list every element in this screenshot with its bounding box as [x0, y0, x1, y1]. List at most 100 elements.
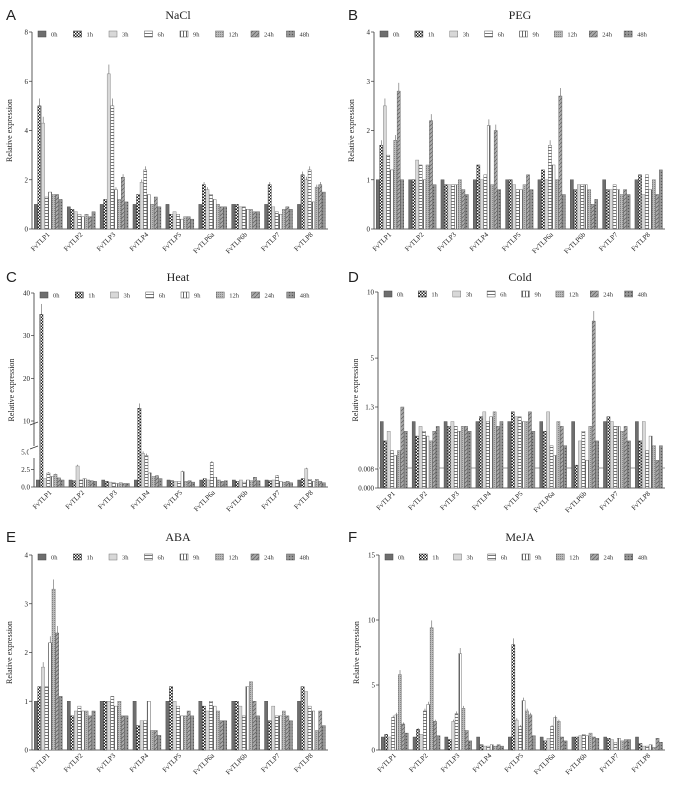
bar	[53, 474, 58, 488]
bar	[447, 426, 451, 489]
bar	[223, 206, 227, 230]
bar	[638, 440, 643, 489]
bar	[234, 204, 239, 230]
bar	[465, 194, 469, 230]
legend-swatch	[37, 553, 47, 561]
bar	[304, 691, 308, 751]
bar	[560, 426, 564, 489]
legend-swatch	[521, 553, 531, 561]
bar	[110, 105, 115, 230]
legend-swatch	[486, 290, 496, 298]
bar	[190, 218, 195, 230]
bar	[88, 715, 92, 751]
bar	[543, 740, 547, 751]
bar	[524, 421, 529, 489]
bar	[136, 194, 140, 230]
legend-label: 0h	[53, 293, 60, 300]
bar	[645, 174, 649, 230]
bar	[103, 701, 108, 751]
y-tick-label: 3	[367, 78, 371, 86]
bar	[556, 421, 561, 489]
legend-label: 3h	[463, 32, 470, 39]
bar	[282, 710, 286, 751]
y-tick-label: 3	[25, 600, 29, 608]
bar	[289, 209, 293, 230]
legend-label: 6h	[500, 292, 507, 299]
bar	[655, 194, 660, 230]
bar	[400, 406, 405, 489]
legend-swatch	[286, 291, 295, 299]
legend-label: 3h	[124, 293, 131, 300]
bar	[209, 462, 214, 488]
bar	[82, 478, 87, 488]
legend-label: 12h	[229, 555, 240, 562]
legend-swatch	[452, 290, 461, 298]
y-tick-label: 10	[367, 289, 375, 297]
bar	[169, 686, 173, 751]
x-tick-label: FvTLP3	[97, 488, 120, 511]
bar	[307, 705, 312, 751]
bar	[186, 216, 191, 230]
legend-label: 48h	[300, 32, 311, 39]
legend-label: 12h	[229, 293, 240, 300]
bar	[619, 194, 624, 230]
bar	[89, 480, 94, 488]
bar	[99, 701, 104, 751]
panel-letter: A	[6, 7, 16, 24]
x-tick-label: FvTLP5	[161, 230, 184, 253]
bar	[307, 169, 312, 230]
bar	[172, 211, 177, 230]
legend-label: 9h	[193, 32, 200, 39]
legend-swatch	[384, 553, 394, 561]
bar	[224, 480, 228, 488]
bar	[70, 209, 75, 230]
bar	[489, 416, 493, 489]
bar	[110, 696, 115, 751]
bar	[143, 169, 148, 230]
bar	[191, 481, 195, 488]
bar	[75, 465, 80, 488]
bar	[606, 416, 611, 489]
y-axis-label: Relative expression	[351, 359, 360, 422]
bar	[512, 184, 516, 230]
bar	[34, 701, 38, 751]
x-tick-label: FvTLP4	[128, 751, 151, 774]
bar	[419, 734, 424, 751]
bar	[103, 199, 108, 230]
legend-swatch	[519, 30, 528, 38]
legend-swatch	[487, 553, 496, 561]
panel-letter: D	[348, 269, 359, 286]
x-tick-label: FvTLP2	[62, 751, 85, 774]
bar	[595, 738, 600, 751]
bar	[282, 209, 286, 230]
bar	[37, 105, 42, 230]
bar	[609, 189, 613, 230]
bar	[400, 179, 404, 230]
bar	[515, 189, 520, 230]
legend-label: 6h	[501, 555, 508, 562]
bar	[202, 478, 207, 488]
bar	[184, 481, 188, 488]
bar	[267, 184, 272, 230]
bar	[157, 206, 162, 230]
y-tick-label: 0.000	[358, 485, 374, 493]
bar	[219, 206, 224, 230]
bar	[256, 211, 260, 230]
bar	[574, 464, 579, 489]
axis-break-mark	[29, 421, 39, 426]
legend-swatch	[108, 553, 118, 561]
bar	[499, 421, 504, 489]
panel-C: C Heat 0.0 2.5 5.0 10 20 30 40 Relative expressio…	[6, 269, 328, 513]
bar	[118, 482, 123, 488]
bar	[460, 426, 465, 489]
bar	[447, 739, 452, 751]
bar	[212, 199, 217, 230]
legend-swatch	[251, 291, 260, 299]
bar	[522, 184, 527, 230]
bar	[443, 421, 448, 489]
bar	[575, 736, 579, 751]
legend-label: 12h	[567, 32, 578, 39]
legend-label: 9h	[194, 293, 201, 300]
bar	[117, 701, 122, 751]
bar	[242, 715, 246, 751]
